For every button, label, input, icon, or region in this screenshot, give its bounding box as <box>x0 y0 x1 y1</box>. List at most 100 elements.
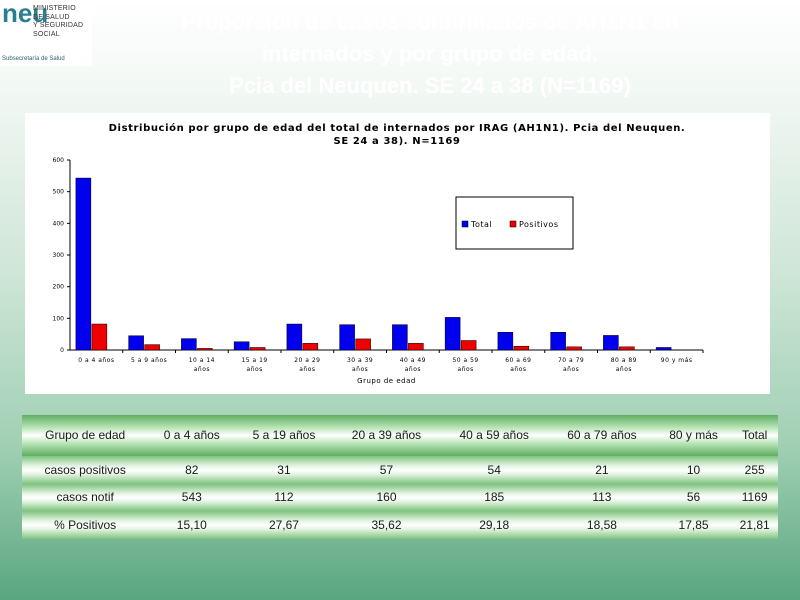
bar-total <box>233 341 250 351</box>
bar-chart: Distribución por grupo de edad del total… <box>53 122 704 385</box>
x-tick-label: años <box>405 366 421 373</box>
bar-positivos <box>408 343 424 351</box>
table-cell: 82 <box>148 455 236 484</box>
legend-label: Total <box>470 220 492 229</box>
table-cell: 15,10 <box>148 511 236 539</box>
x-tick-label: 10 a 14 <box>189 357 215 364</box>
table-header-cell: Grupo de edad <box>22 415 149 456</box>
bar-positivos <box>197 348 213 351</box>
x-tick-label: años <box>246 366 262 373</box>
bar-positivos <box>619 346 635 351</box>
bar-positivos <box>91 323 108 351</box>
logo-text: MINISTERIO DE SALUD Y SEGURIDAD SOCIAL <box>33 5 83 39</box>
bar-positivos <box>302 343 319 351</box>
bar-positivos <box>513 345 530 351</box>
table-cell: 10 <box>655 455 732 484</box>
bar-total <box>550 332 566 351</box>
table-row: casos positivos 82 31 57 54 21 10 255 <box>22 455 778 484</box>
legend-swatch-total <box>461 220 469 228</box>
table-cell: 543 <box>148 483 236 512</box>
bar-total <box>339 324 355 351</box>
bar-total <box>392 324 408 351</box>
table-cell: 1169 <box>731 483 778 512</box>
table-cell: casos notif <box>22 483 149 512</box>
table-cell: 185 <box>440 483 549 512</box>
bar-total <box>181 338 197 351</box>
table-cell: 17,85 <box>655 511 732 539</box>
bar-positivos <box>460 340 477 351</box>
table-header-cell: 40 a 59 años <box>440 415 549 456</box>
x-tick-label: 30 a 39 <box>347 357 373 364</box>
logo-line: DE SALUD <box>33 13 70 21</box>
table-cell: 18,58 <box>548 511 656 539</box>
x-tick-label: años <box>510 366 526 373</box>
table-cell: 113 <box>548 483 656 512</box>
table-header-cell: 20 a 39 años <box>332 415 441 456</box>
legend-swatch-positivos <box>509 220 517 228</box>
table-cell: 21,81 <box>731 511 778 539</box>
bar-positivos <box>566 346 582 351</box>
slide-title-line: internados y por grupo de edad. <box>261 41 599 66</box>
slide-title: Proporción de casos confirmados de AH1N1… <box>100 6 760 102</box>
table-header-cell: 60 a 79 años <box>548 415 656 456</box>
bar-positivos <box>249 347 266 351</box>
slide-title-line: Proporción de casos confirmados de AH1N1… <box>181 9 679 34</box>
table-header-row: Grupo de edad 0 a 4 años 5 a 19 años 20 … <box>22 415 778 456</box>
table-cell: casos positivos <box>22 455 149 484</box>
table-cell: 57 <box>332 455 441 484</box>
x-tick-label: años <box>616 366 632 373</box>
x-tick-label: 15 a 19 <box>241 357 267 364</box>
y-tick-label: 500 <box>53 189 65 196</box>
table-row: % Positivos 15,10 27,67 35,62 29,18 18,5… <box>22 511 778 539</box>
table-cell: % Positivos <box>22 511 149 539</box>
x-axis-label: Grupo de edad <box>357 377 416 385</box>
table-cell: 56 <box>655 483 732 512</box>
table-cell: 54 <box>440 455 549 484</box>
table-cell: 112 <box>235 483 333 512</box>
logo-subtitle: Subsecretaría de Salud <box>2 56 65 62</box>
x-tick-label: años <box>194 366 210 373</box>
chart-title-line: SE 24 a 38). N=1169 <box>334 136 461 147</box>
table-cell: 31 <box>235 455 333 484</box>
y-tick-label: 100 <box>53 315 65 322</box>
x-tick-label: años <box>352 366 368 373</box>
table-cell: 27,67 <box>235 511 333 539</box>
bar-total <box>444 317 461 351</box>
x-tick-label: 50 a 59 <box>452 357 478 364</box>
slide-title-line: Pcia del Neuquen. SE 24 a 38 (N=1169) <box>229 73 631 98</box>
y-tick-label: 200 <box>53 284 65 291</box>
x-tick-label: 0 a 4 años <box>78 357 114 364</box>
chart-title-line: Distribución por grupo de edad del total… <box>109 122 686 134</box>
y-tick-label: 600 <box>53 157 65 164</box>
x-tick-label: 80 a 89 <box>611 357 637 364</box>
y-tick-label: 400 <box>53 220 65 227</box>
table-header-cell: 5 a 19 años <box>235 415 333 456</box>
table-cell: 29,18 <box>440 511 549 539</box>
logo-line: SOCIAL <box>33 30 60 38</box>
table-row: casos notif 543 112 160 185 113 56 1169 <box>22 483 778 512</box>
table-cell: 21 <box>548 455 656 484</box>
x-tick-label: años <box>299 366 315 373</box>
bar-total <box>655 347 672 351</box>
data-table: Grupo de edad 0 a 4 años 5 a 19 años 20 … <box>22 415 778 539</box>
table-cell: 35,62 <box>332 511 441 539</box>
x-tick-label: años <box>457 366 473 373</box>
bar-total <box>75 177 92 351</box>
x-tick-label: 90 y más <box>661 357 693 364</box>
ministry-logo: neu MINISTERIO DE SALUD Y SEGURIDAD SOCI… <box>0 0 92 66</box>
x-tick-label: 5 a 9 años <box>131 357 167 364</box>
table-cell: 160 <box>332 483 441 512</box>
x-tick-label: 70 a 79 <box>558 357 584 364</box>
table-header-cell: 80 y más <box>655 415 732 456</box>
bar-total <box>603 335 619 351</box>
y-tick-label: 300 <box>53 252 65 259</box>
logo-line: MINISTERIO <box>33 5 76 12</box>
bar-positivos <box>144 344 160 351</box>
bar-positivos <box>355 338 371 351</box>
x-tick-label: 60 a 69 <box>505 357 531 364</box>
logo-mark: neu <box>2 0 49 28</box>
y-tick-label: 0 <box>60 347 64 354</box>
chart-panel: Distribución por grupo de edad del total… <box>25 113 770 394</box>
x-tick-label: 40 a 49 <box>400 357 426 364</box>
bar-total <box>128 335 144 351</box>
